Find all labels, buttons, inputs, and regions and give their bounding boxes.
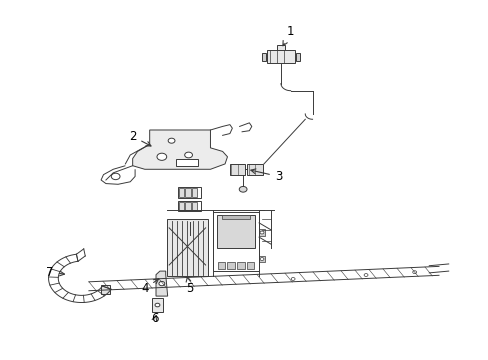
Bar bbox=[185, 202, 190, 210]
Circle shape bbox=[364, 274, 367, 276]
Bar bbox=[295, 53, 300, 60]
Bar bbox=[212, 212, 259, 271]
Bar bbox=[246, 262, 254, 269]
Circle shape bbox=[260, 258, 264, 261]
Text: 2: 2 bbox=[129, 130, 151, 146]
Bar bbox=[166, 219, 207, 276]
Bar bbox=[259, 256, 264, 262]
Circle shape bbox=[159, 282, 164, 286]
Polygon shape bbox=[156, 271, 167, 296]
Bar bbox=[217, 262, 225, 269]
Circle shape bbox=[239, 186, 246, 192]
Bar bbox=[276, 45, 285, 50]
Text: 5: 5 bbox=[186, 276, 193, 295]
Bar bbox=[176, 159, 198, 166]
Text: 4: 4 bbox=[141, 279, 158, 296]
Circle shape bbox=[260, 231, 264, 234]
Bar bbox=[178, 201, 201, 211]
Bar bbox=[222, 215, 249, 219]
Bar bbox=[179, 202, 183, 210]
Circle shape bbox=[111, 173, 120, 180]
Text: 6: 6 bbox=[151, 312, 159, 325]
Bar bbox=[216, 215, 255, 248]
Circle shape bbox=[157, 153, 166, 160]
Bar bbox=[178, 187, 201, 198]
Bar bbox=[152, 298, 163, 312]
Bar bbox=[266, 50, 294, 63]
Bar bbox=[227, 262, 235, 269]
Bar bbox=[192, 202, 197, 210]
Text: 7: 7 bbox=[46, 266, 64, 279]
Text: 3: 3 bbox=[250, 169, 282, 183]
Bar bbox=[259, 229, 264, 236]
Bar bbox=[229, 163, 245, 175]
Circle shape bbox=[168, 138, 175, 143]
Text: 1: 1 bbox=[283, 25, 294, 46]
Bar bbox=[261, 53, 265, 60]
Circle shape bbox=[155, 303, 160, 307]
Bar bbox=[246, 163, 262, 175]
Polygon shape bbox=[132, 130, 227, 169]
Bar bbox=[192, 188, 197, 197]
Bar bbox=[185, 188, 190, 197]
Bar bbox=[179, 188, 183, 197]
Circle shape bbox=[290, 278, 294, 280]
Circle shape bbox=[184, 152, 192, 158]
Bar bbox=[101, 285, 110, 294]
Circle shape bbox=[412, 271, 416, 274]
Bar bbox=[237, 262, 244, 269]
